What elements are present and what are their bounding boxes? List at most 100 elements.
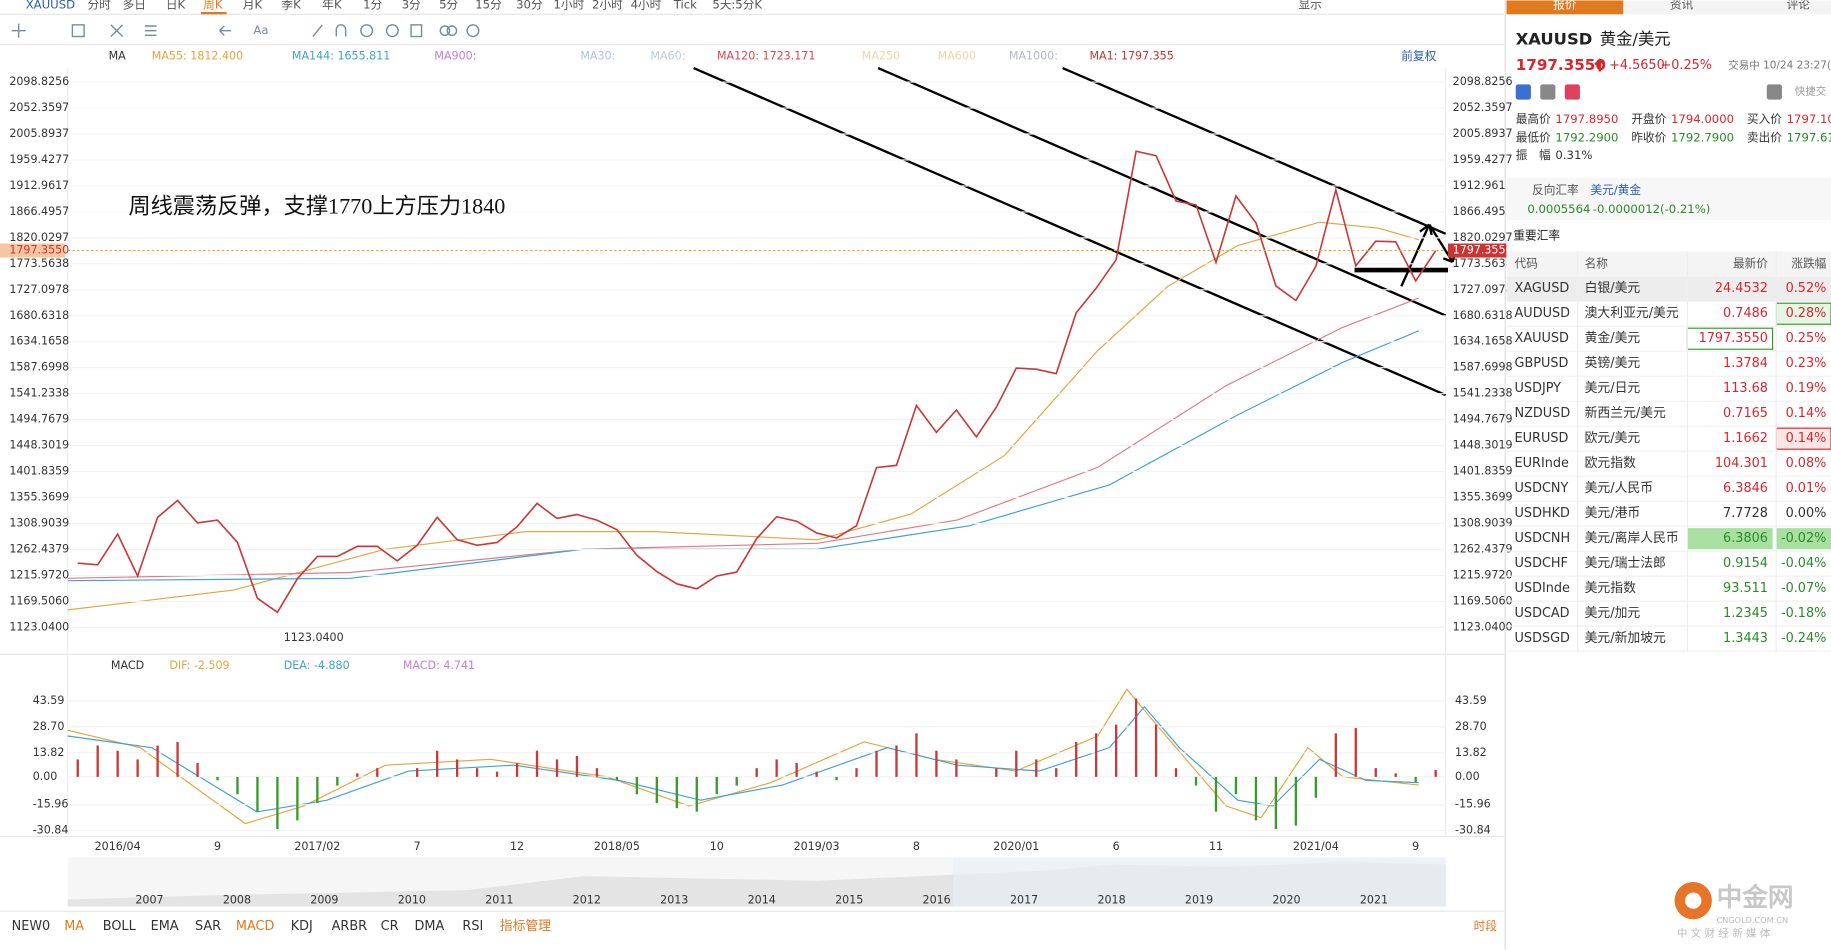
session-button[interactable]: 时段 <box>1474 919 1498 933</box>
selected-row[interactable] <box>1506 276 1831 302</box>
rate-code[interactable]: USDJPY <box>1515 381 1562 396</box>
rate-code[interactable]: NZDUSD <box>1515 406 1571 421</box>
active-tab[interactable] <box>1506 0 1624 15</box>
indicator-tab[interactable]: MA <box>64 919 84 934</box>
period-tab[interactable]: 5分 <box>439 0 458 11</box>
rate-name[interactable]: 美元指数 <box>1585 581 1636 596</box>
rate-name[interactable]: 欧元指数 <box>1585 456 1636 471</box>
rate-name[interactable]: 美元/离岸人民币 <box>1585 530 1679 546</box>
indicator-tab[interactable]: NEW0 <box>12 919 51 934</box>
indicator-tab[interactable]: MACD <box>236 919 275 934</box>
rate-code[interactable]: XAUUSD <box>1515 331 1569 346</box>
y-tick-label: 2005.8937 <box>9 127 69 140</box>
indicator-tab[interactable]: BOLL <box>103 919 137 934</box>
panel-tab[interactable]: 报价 <box>1553 0 1577 11</box>
indicator-tab[interactable]: 指标管理 <box>500 919 551 934</box>
action-icon[interactable] <box>1515 84 1531 100</box>
period-tab[interactable]: 月K <box>243 0 263 11</box>
rate-code[interactable]: USDSGD <box>1515 631 1570 646</box>
action-icon[interactable] <box>1540 84 1556 100</box>
macd-bar <box>1075 742 1078 777</box>
font-tool[interactable]: Aa <box>253 23 268 37</box>
ma-legend: MA1: 1797.355 <box>1089 49 1173 62</box>
rate-name[interactable]: 美元/加元 <box>1585 606 1641 621</box>
period-tab[interactable]: 30分 <box>516 0 543 11</box>
y-tick-label: 2052.3597 <box>9 101 69 114</box>
indicator-tab[interactable]: CR <box>381 919 399 934</box>
y-tick-label: 43.59 <box>33 694 65 707</box>
period-tab[interactable]: 3分 <box>402 0 421 11</box>
period-tab[interactable]: 2小时 <box>592 0 623 11</box>
rate-name[interactable]: 美元/瑞士法郎 <box>1585 556 1666 571</box>
action-icon[interactable] <box>1564 84 1580 100</box>
navigator-year: 2021 <box>1360 894 1388 907</box>
navigator-year: 2016 <box>923 894 951 907</box>
display-menu[interactable]: 显示 <box>1299 0 1322 11</box>
indicator-tab[interactable]: EMA <box>151 919 179 934</box>
period-tab[interactable]: 1分 <box>363 0 382 11</box>
rate-name[interactable]: 欧元/美元 <box>1585 431 1641 446</box>
rate-name[interactable]: 黄金/美元 <box>1585 330 1641 346</box>
reverse-pair[interactable]: 美元/黄金 <box>1590 183 1641 197</box>
navigator-year: 2008 <box>223 894 251 907</box>
rate-code[interactable]: USDCNY <box>1515 481 1569 496</box>
macd-bar <box>535 750 539 777</box>
period-tab[interactable]: 年K <box>322 0 342 11</box>
rate-code[interactable]: USDCAD <box>1515 606 1570 621</box>
logo-slogan: 中 文 财 经 新 媒 体 <box>1677 926 1771 939</box>
rate-code[interactable]: EURInde <box>1515 456 1569 471</box>
navigator-year: 2010 <box>398 894 426 907</box>
rate-name[interactable]: 白银/美元 <box>1585 280 1641 296</box>
period-tab[interactable]: 周K <box>203 0 223 11</box>
rate-code[interactable]: GBPUSD <box>1515 356 1569 371</box>
rate-name[interactable]: 澳大利亚元/美元 <box>1585 305 1679 321</box>
panel-tab[interactable]: 资讯 <box>1670 0 1694 11</box>
rate-name[interactable]: 美元/新加坡元 <box>1585 630 1666 646</box>
rate-code[interactable]: USDCHF <box>1515 556 1568 571</box>
rate-name[interactable]: 美元/人民币 <box>1585 481 1653 496</box>
y-tick-label-right: 43.59 <box>1455 694 1487 707</box>
rate-code[interactable]: USDInde <box>1515 581 1570 596</box>
rate-name[interactable]: 美元/日元 <box>1585 381 1641 396</box>
macd-bar <box>1354 728 1357 777</box>
rate-code[interactable]: EURUSD <box>1515 431 1569 446</box>
rate-name[interactable]: 英镑/美元 <box>1585 355 1641 371</box>
period-tab[interactable]: 1小时 <box>554 0 585 11</box>
period-tab[interactable]: 季K <box>281 0 301 11</box>
rate-code[interactable]: XAGUSD <box>1515 281 1570 296</box>
period-tab[interactable]: 分时 <box>88 0 112 11</box>
period-tab[interactable]: 4小时 <box>631 0 662 11</box>
macd-bar <box>1015 750 1018 777</box>
macd-bar <box>615 776 619 781</box>
indicator-tab[interactable]: SAR <box>195 919 221 934</box>
indicator-tab[interactable]: RSI <box>462 919 483 934</box>
macd-bar <box>216 776 219 781</box>
period-tab[interactable]: 5天:5分K <box>712 0 762 11</box>
rate-code[interactable]: USDCNH <box>1515 531 1571 546</box>
period-tab[interactable]: 15分 <box>475 0 502 11</box>
alert-icon[interactable] <box>1766 84 1782 100</box>
indicator-tab[interactable]: ARBR <box>332 919 367 934</box>
y-tick-label-right: -30.84 <box>1455 824 1491 837</box>
panel-tab[interactable]: 评论 <box>1787 0 1811 11</box>
symbol[interactable]: XAUUSD <box>26 0 75 11</box>
rate-name[interactable]: 美元/港币 <box>1585 506 1641 521</box>
indicator-tab[interactable]: KDJ <box>291 919 313 934</box>
period-tab[interactable]: 多日 <box>123 0 146 11</box>
panel-price: 1797.3550 <box>1516 56 1606 74</box>
rate-code[interactable]: USDHKD <box>1515 506 1570 521</box>
rate-code[interactable]: AUDUSD <box>1515 306 1571 321</box>
x-tick-label: 7 <box>414 840 421 853</box>
quick-trade[interactable]: 快捷交 <box>1795 84 1827 97</box>
tool-icons[interactable] <box>11 23 480 38</box>
x-tick-label: 2017/02 <box>294 840 340 853</box>
period-tab[interactable]: 日K <box>166 0 186 11</box>
y-tick-label-right: 13.82 <box>1455 746 1487 759</box>
navigator-window[interactable] <box>952 857 1446 907</box>
period-tab[interactable]: Tick <box>673 0 697 11</box>
rate-name[interactable]: 新西兰元/美元 <box>1585 405 1666 421</box>
macd-bar <box>1334 733 1337 777</box>
macd-bar <box>715 776 718 795</box>
indicator-tab[interactable]: DMA <box>415 919 445 934</box>
adjust-button[interactable]: 前复权 <box>1401 49 1436 63</box>
